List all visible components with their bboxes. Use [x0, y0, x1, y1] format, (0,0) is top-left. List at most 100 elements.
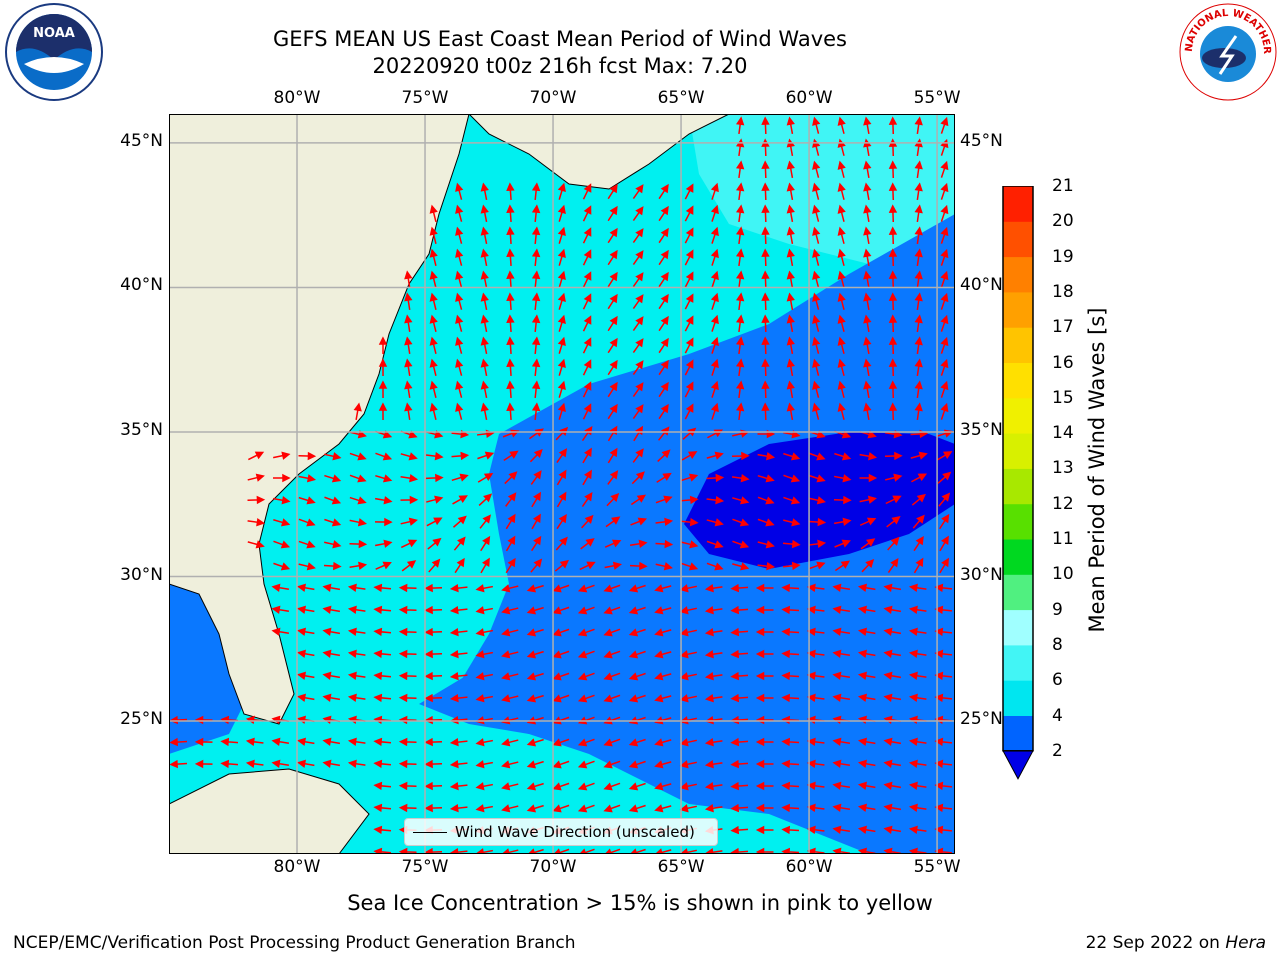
wave-direction-arrow: [455, 358, 464, 376]
wave-direction-arrow: [857, 605, 876, 614]
wave-direction-arrow: [732, 496, 750, 505]
wave-direction-arrow: [680, 495, 699, 505]
wave-direction-arrow: [347, 627, 366, 636]
wave-direction-arrow: [273, 540, 291, 549]
wave-direction-arrow: [806, 671, 825, 681]
wave-direction-arrow: [857, 583, 876, 592]
wave-direction-arrow: [347, 759, 366, 768]
wave-direction-arrow: [859, 452, 878, 461]
wave-direction-arrow: [455, 226, 464, 244]
wave-direction-arrow: [505, 492, 517, 507]
wave-direction-arrow: [656, 472, 672, 483]
wave-direction-arrow: [247, 495, 266, 505]
wave-direction-arrow: [577, 694, 595, 703]
footer-date-text: 22 Sep 2022 on: [1085, 933, 1226, 953]
lon-label-top: 75°W: [401, 88, 449, 108]
wave-direction-arrow: [883, 649, 902, 658]
wave-direction-arrow: [632, 184, 644, 199]
wave-direction-arrow: [429, 248, 438, 266]
wave-direction-arrow: [424, 759, 443, 769]
wave-direction-arrow: [658, 293, 669, 310]
wave-direction-arrow: [730, 781, 749, 791]
wave-direction-arrow: [730, 693, 749, 703]
wave-direction-arrow: [755, 825, 774, 835]
wave-direction-arrow: [526, 606, 544, 615]
wave-direction-arrow: [658, 205, 669, 222]
colorbar-segment: [1003, 397, 1033, 434]
wave-direction-arrow: [755, 803, 774, 813]
wave-direction-arrow: [247, 518, 266, 527]
lon-label-top: 70°W: [529, 88, 577, 108]
wave-direction-arrow: [861, 558, 875, 573]
wave-direction-arrow: [937, 471, 952, 484]
wave-direction-arrow: [628, 584, 646, 593]
wave-direction-arrow: [296, 759, 315, 768]
wave-direction-arrow: [506, 226, 515, 245]
wave-direction-arrow: [322, 649, 341, 658]
wave-direction-arrow: [885, 473, 903, 482]
wave-direction-arrow: [913, 557, 924, 574]
wave-direction-arrow: [424, 649, 443, 659]
wave-direction-arrow: [426, 495, 444, 504]
wave-direction-arrow: [934, 671, 953, 681]
wave-direction-arrow: [501, 606, 519, 615]
colorbar-label: Mean Period of Wind Waves [s]: [1085, 307, 1109, 633]
wave-direction-arrow: [735, 336, 745, 355]
wave-direction-arrow: [914, 358, 923, 377]
wave-direction-arrow: [404, 336, 413, 355]
wave-direction-arrow: [934, 781, 953, 791]
wave-direction-arrow: [557, 314, 566, 332]
wave-direction-arrow: [501, 650, 519, 659]
wave-direction-arrow: [480, 535, 491, 552]
wave-direction-arrow: [658, 271, 669, 288]
wave-direction-arrow: [679, 738, 697, 747]
wave-direction-arrow: [914, 204, 923, 223]
wave-direction-arrow: [704, 760, 723, 769]
nws-logo: NATIONAL WEATHER SERVICE: [1178, 2, 1277, 101]
wave-direction-arrow: [273, 451, 291, 460]
wave-direction-arrow: [373, 627, 392, 637]
wave-direction-arrow: [706, 451, 724, 460]
wave-direction-arrow: [475, 606, 494, 615]
wave-direction-arrow: [582, 447, 592, 464]
wave-direction-arrow: [296, 737, 315, 746]
wave-direction-arrow: [863, 182, 872, 201]
wave-direction-arrow: [657, 449, 671, 463]
wave-direction-arrow: [556, 448, 568, 463]
wave-direction-arrow: [477, 451, 495, 460]
wave-direction-arrow: [424, 671, 443, 681]
wave-direction-arrow: [786, 270, 795, 289]
map-frame: [169, 114, 955, 854]
wave-direction-arrow: [374, 496, 393, 505]
wave-direction-arrow: [837, 402, 846, 420]
colorbar-tick-label: 20: [1052, 211, 1074, 232]
wave-direction-arrow: [888, 116, 898, 135]
wave-direction-arrow: [857, 803, 876, 812]
wave-direction-arrow: [404, 402, 413, 421]
wave-direction-arrow: [429, 270, 438, 288]
noaa-logo: NOAA: [5, 3, 103, 101]
wave-direction-arrow: [761, 292, 770, 311]
wave-direction-arrow: [480, 248, 489, 266]
wave-direction-arrow: [400, 539, 418, 549]
wave-direction-arrow: [552, 782, 570, 791]
wave-direction-arrow: [732, 518, 750, 527]
wave-direction-arrow: [832, 693, 851, 702]
wave-direction-arrow: [475, 628, 494, 637]
wave-direction-arrow: [710, 270, 719, 288]
wave-direction-arrow: [506, 380, 515, 399]
wave-direction-arrow: [888, 336, 898, 355]
wave-direction-arrow: [704, 606, 723, 615]
wave-direction-arrow: [654, 628, 672, 637]
wave-direction-arrow: [530, 558, 543, 573]
wave-direction-arrow: [503, 450, 519, 462]
wave-direction-arrow: [506, 402, 515, 421]
wave-direction-arrow: [480, 358, 489, 376]
wave-direction-arrow: [808, 496, 826, 505]
wave-direction-arrow: [832, 627, 851, 636]
colorbar-segment: [1003, 539, 1033, 575]
wave-period-map[interactable]: [169, 114, 955, 854]
wave-direction-arrow: [557, 204, 566, 222]
wave-direction-arrow: [806, 693, 825, 703]
wave-direction-arrow: [400, 495, 419, 505]
